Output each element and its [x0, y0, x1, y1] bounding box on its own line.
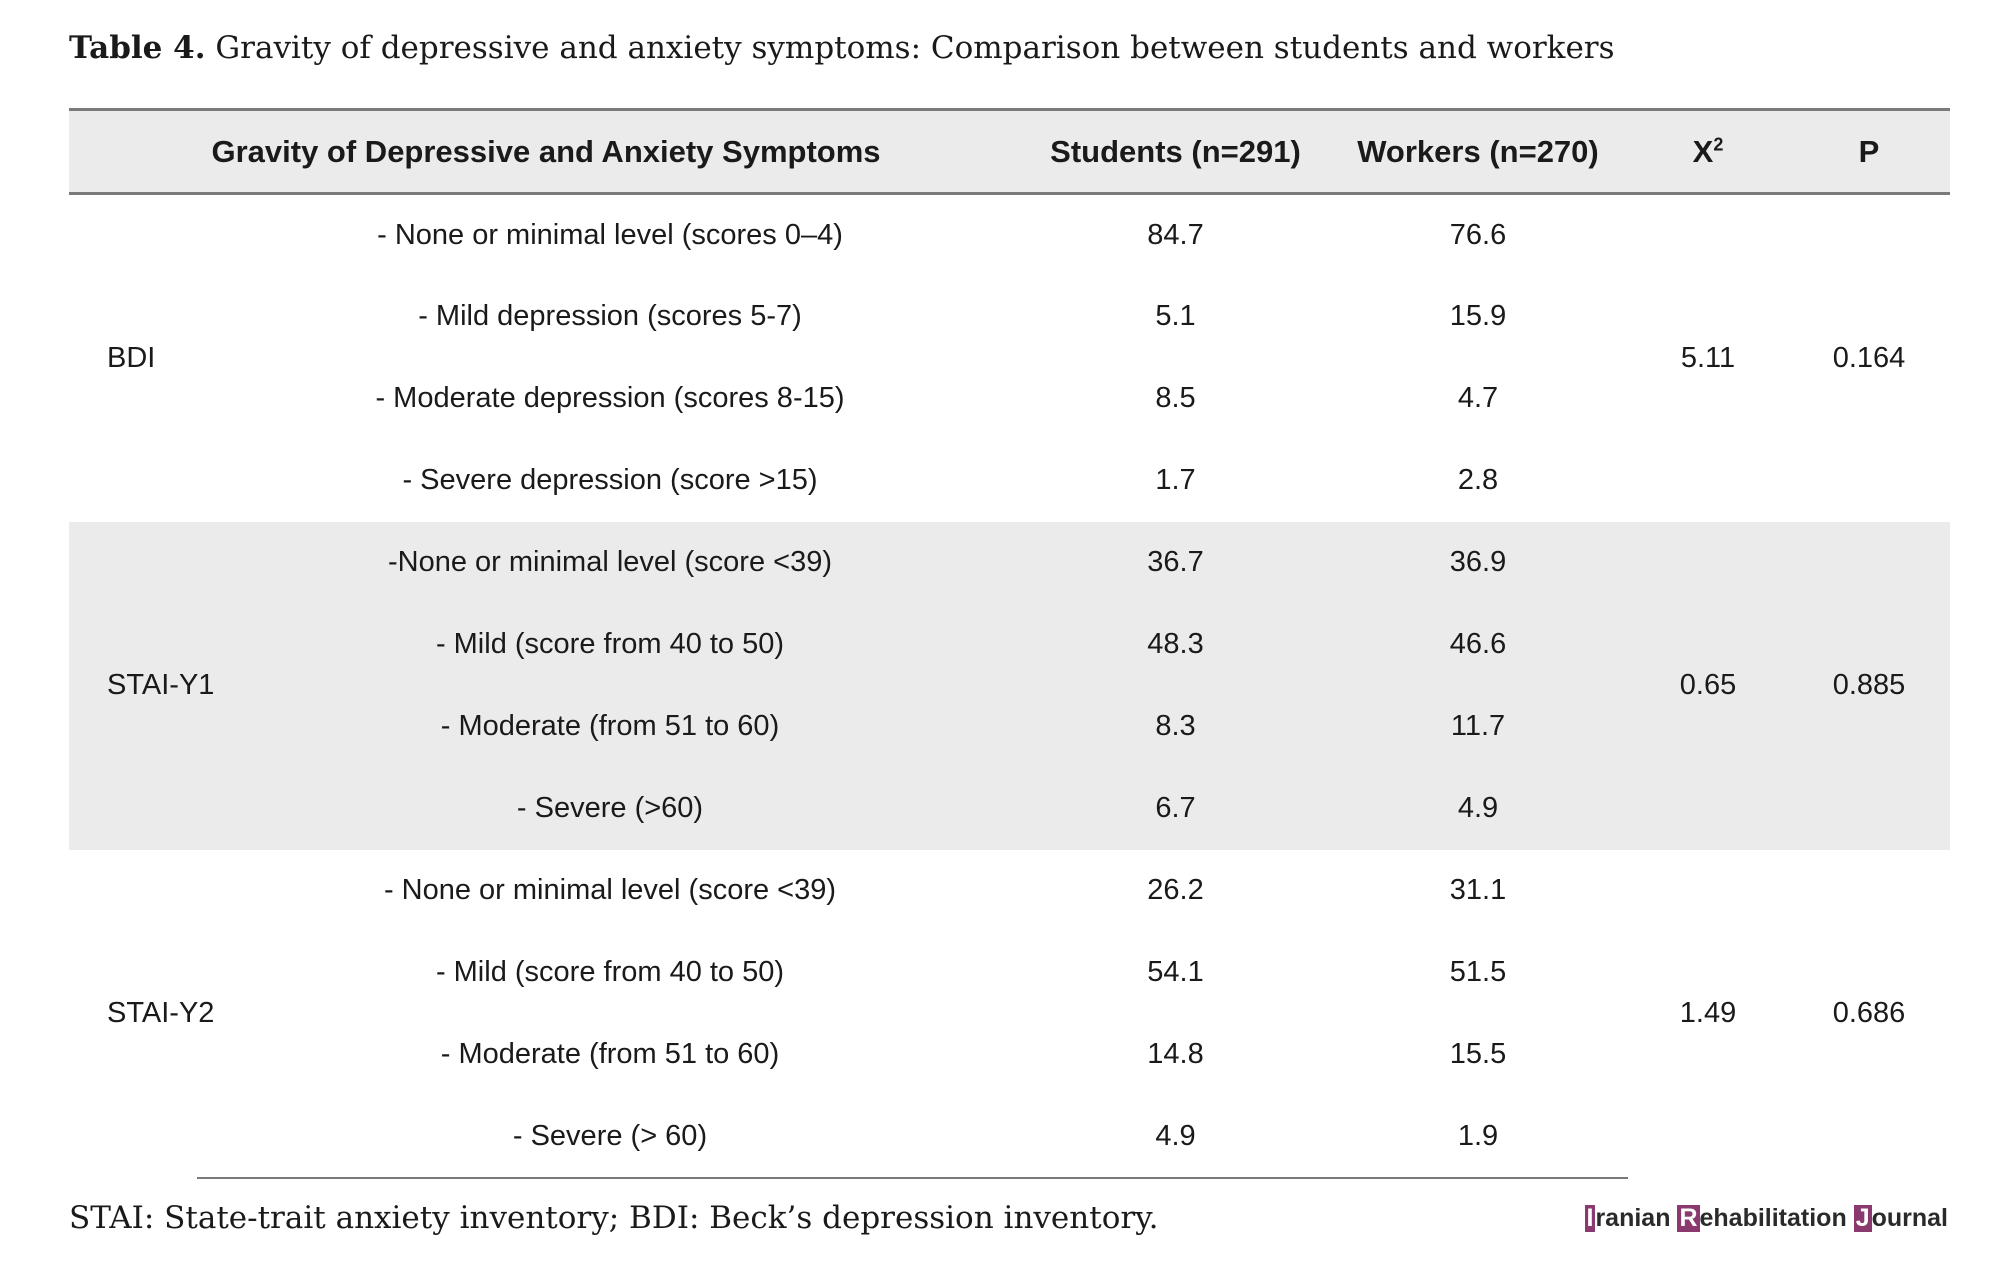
level-cell: - Mild (score from 40 to 50)	[435, 956, 785, 988]
workers-value: 15.5	[1449, 1038, 1507, 1070]
table-row: STAI-Y1 -None or minimal level (score <3…	[69, 521, 1950, 701]
workers-value: 31.1	[1449, 874, 1507, 906]
scale-label-stai-y2: STAI-Y2	[107, 997, 215, 1029]
workers-value: 2.8	[1457, 464, 1499, 496]
chi-square-value: 1.49	[1679, 997, 1737, 1029]
table-caption-title: Gravity of depressive and anxiety sympto…	[215, 30, 1615, 66]
students-value: 54.1	[1147, 956, 1204, 988]
workers-value: 15.9	[1449, 300, 1507, 332]
table-caption: Table 4. Gravity of depressive and anxie…	[69, 30, 1615, 66]
header-chi-base: X	[1692, 133, 1714, 169]
students-value: 6.7	[1155, 792, 1196, 824]
table-row: - Severe (> 60) 4.9 1.9	[69, 1095, 1950, 1179]
logo-letter-r: R	[1677, 1204, 1700, 1232]
level-cell: - Severe depression (score >15)	[402, 464, 818, 496]
students-value: 5.1	[1155, 300, 1196, 332]
level-cell: - None or minimal level (score <39)	[383, 874, 837, 906]
header-row: Gravity of Depressive and Anxiety Sympto…	[69, 108, 1950, 195]
logo-word-ehabilitation: ehabilitation	[1699, 1204, 1854, 1232]
table-caption-label: Table 4.	[69, 30, 206, 66]
table-row: - Mild depression (scores 5-7) 5.1 15.9	[69, 276, 1950, 358]
students-value: 48.3	[1147, 628, 1204, 660]
level-cell: - Mild depression (scores 5-7)	[418, 300, 802, 332]
chi-square-value: 5.11	[1680, 341, 1736, 374]
table-body: BDI - None or minimal level (scores 0–4)…	[69, 194, 1950, 1179]
students-value: 36.7	[1147, 546, 1204, 578]
p-value: 0.164	[1832, 341, 1906, 374]
header-chi-sup: 2	[1713, 134, 1724, 155]
students-value: 8.5	[1155, 382, 1196, 414]
scale-label-bdi: BDI	[107, 341, 156, 374]
table-footnote: STAI: State-trait anxiety inventory; BDI…	[69, 1200, 1159, 1236]
workers-value: 76.6	[1449, 218, 1507, 251]
logo-word-ournal: ournal	[1871, 1204, 1948, 1232]
workers-value: 11.7	[1450, 710, 1506, 742]
header-workers: Workers (n=270)	[1328, 108, 1628, 195]
level-cell: - Moderate depression (scores 8-15)	[375, 382, 845, 414]
header-category: Gravity of Depressive and Anxiety Sympto…	[69, 108, 1023, 195]
table-header: Gravity of Depressive and Anxiety Sympto…	[69, 108, 1950, 195]
level-cell: - Severe (> 60)	[197, 1095, 1023, 1179]
table-row: BDI - None or minimal level (scores 0–4)…	[69, 194, 1950, 374]
p-value: 0.686	[1832, 997, 1906, 1029]
students-value: 26.2	[1147, 874, 1204, 906]
logo-letter-j: J	[1853, 1204, 1872, 1232]
level-cell: - Moderate (from 51 to 60)	[440, 1038, 780, 1070]
students-value: 84.7	[1147, 218, 1204, 251]
logo-letter-i: I	[1584, 1204, 1596, 1232]
level-cell: -None or minimal level (score <39)	[387, 546, 833, 578]
journal-logo: Iranian Rehabilitation Journal	[1584, 1204, 1948, 1233]
students-value: 14.8	[1147, 1038, 1204, 1070]
level-cell: - Moderate (from 51 to 60)	[440, 710, 780, 742]
logo-word-ranian: ranian	[1595, 1204, 1678, 1232]
workers-value: 46.6	[1449, 628, 1507, 660]
header-chi-square: X2	[1628, 108, 1788, 195]
table-row: - Moderate (from 51 to 60) 14.8 15.5	[69, 1014, 1950, 1096]
results-table: Gravity of Depressive and Anxiety Sympto…	[69, 108, 1950, 1179]
students-value: 4.9	[1023, 1095, 1328, 1179]
table-row: STAI-Y2 - None or minimal level (score <…	[69, 850, 1950, 1029]
workers-value: 1.9	[1328, 1095, 1628, 1179]
students-value: 1.7	[1155, 464, 1196, 496]
workers-value: 4.7	[1457, 382, 1499, 414]
workers-value: 4.9	[1457, 792, 1499, 824]
header-p: P	[1788, 108, 1950, 195]
workers-value: 36.9	[1449, 546, 1507, 578]
table-row: - Severe depression (score >15) 1.7 2.8	[69, 440, 1950, 522]
level-cell: - Mild (score from 40 to 50)	[435, 628, 785, 660]
header-students: Students (n=291)	[1023, 108, 1328, 195]
chi-square-value: 0.65	[1679, 669, 1737, 701]
workers-value: 51.5	[1449, 956, 1507, 988]
table-row: - Mild (score from 40 to 50) 54.1 51.5	[69, 932, 1950, 1014]
p-value: 0.885	[1832, 669, 1906, 701]
level-cell: - None or minimal level (scores 0–4)	[377, 218, 843, 251]
level-cell: - Severe (>60)	[516, 792, 704, 824]
table-row: - Moderate depression (scores 8-15) 8.5 …	[69, 358, 1950, 440]
students-value: 8.3	[1155, 710, 1196, 742]
scale-label-stai-y1: STAI-Y1	[107, 669, 215, 701]
